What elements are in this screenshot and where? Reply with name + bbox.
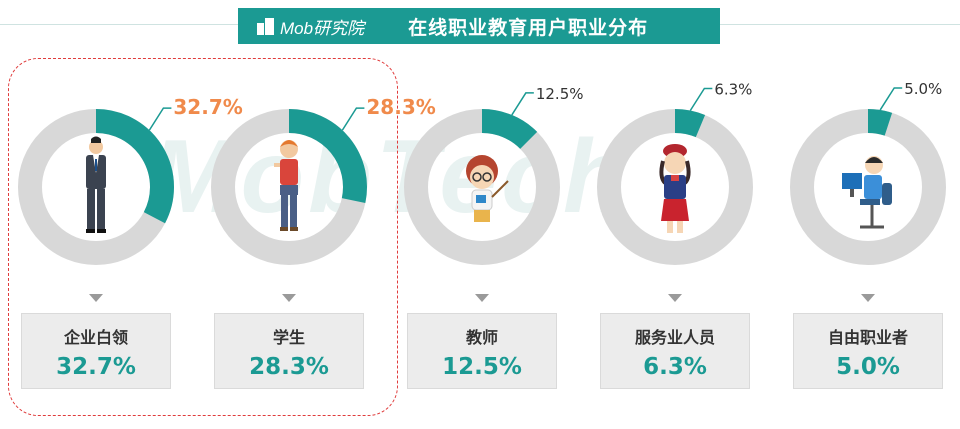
- teacher-icon: [466, 155, 509, 222]
- donut-slice: [288, 109, 367, 204]
- title-bar: Mob研究院 在线职业教育用户职业分布: [238, 8, 720, 44]
- highlight-frame: [8, 58, 398, 416]
- category-card: 教师 12.5%: [407, 313, 557, 389]
- donut-slice: [674, 109, 706, 138]
- category-name: 教师: [465, 328, 498, 347]
- category-card: 服务业人员 6.3%: [600, 313, 750, 389]
- down-arrow-icon: [475, 294, 489, 302]
- businessman-icon: [86, 136, 106, 233]
- leader-line: [879, 87, 903, 111]
- category-name: 服务业人员: [634, 328, 715, 347]
- category-value: 32.7%: [56, 354, 136, 380]
- donut-slice: [867, 109, 893, 136]
- mob-logo: Mob研究院: [256, 14, 364, 39]
- category-value: 12.5%: [442, 354, 522, 380]
- category-card: 自由职业者 5.0%: [793, 313, 943, 389]
- leader-line: [341, 107, 365, 131]
- category-name: 自由职业者: [827, 328, 908, 347]
- flight-attendant-icon: [659, 144, 691, 233]
- student-icon: [274, 140, 298, 231]
- logo-text: Mob研究院: [280, 18, 365, 38]
- leader-line: [511, 92, 534, 116]
- freelancer-icon: [842, 156, 892, 229]
- donut-slice: [481, 109, 538, 150]
- category-value: 5.0%: [836, 354, 900, 380]
- category-name: 企业白领: [63, 328, 128, 347]
- down-arrow-icon: [668, 294, 682, 302]
- down-arrow-icon: [282, 294, 296, 302]
- data-label: 28.3%: [366, 95, 435, 119]
- data-label: 32.7%: [173, 95, 242, 119]
- category-value: 6.3%: [643, 354, 707, 380]
- donut-slice: [95, 109, 174, 224]
- data-label: 5.0%: [904, 80, 942, 98]
- category-value: 28.3%: [249, 354, 329, 380]
- down-arrow-icon: [89, 294, 103, 302]
- leader-line: [148, 107, 172, 131]
- chart-title: 在线职业教育用户职业分布: [408, 16, 649, 39]
- building-icon: [257, 18, 274, 35]
- category-card: 企业白领 32.7%: [21, 313, 171, 389]
- category-name: 学生: [272, 328, 305, 347]
- data-label: 6.3%: [714, 81, 752, 99]
- category-card: 学生 28.3%: [214, 313, 364, 389]
- leader-line: [689, 87, 713, 111]
- data-label: 12.5%: [536, 85, 584, 103]
- down-arrow-icon: [861, 294, 875, 302]
